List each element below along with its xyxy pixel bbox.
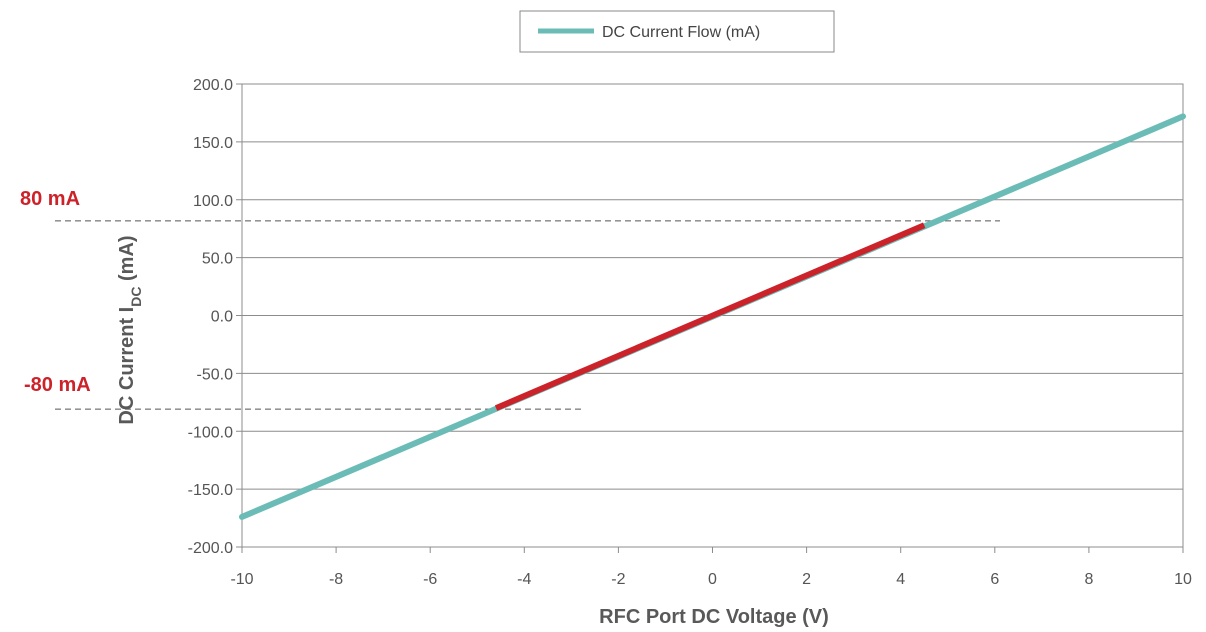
- x-tick-labels: -10 -8 -6 -4 -2 0 2 4 6 8 10: [230, 571, 1192, 588]
- x-axis-title: RFC Port DC Voltage (V): [599, 606, 829, 628]
- x-tick-label: -6: [423, 571, 437, 588]
- y-axis-title-main: DC Current I: [116, 307, 138, 425]
- x-tick-label: -4: [517, 571, 531, 588]
- legend-label: DC Current Flow (mA): [602, 24, 760, 41]
- annotation-80ma: 80 mA: [20, 188, 80, 210]
- y-tick-label: -150.0: [188, 482, 233, 499]
- y-axis-title: DC Current IDC (mA): [116, 235, 144, 424]
- x-tick-label: 6: [990, 571, 999, 588]
- y-tick-label: 150.0: [193, 135, 233, 152]
- y-tick-label: 100.0: [193, 193, 233, 210]
- y-tick-label: -50.0: [197, 366, 234, 383]
- x-tick-label: -2: [611, 571, 625, 588]
- plot-border: [241, 83, 1184, 548]
- annotations: 80 mA -80 mA: [20, 188, 91, 396]
- y-tick-label: 50.0: [202, 251, 233, 268]
- x-tick-label: 4: [896, 571, 905, 588]
- plot-frame: [241, 83, 1184, 548]
- annotation-neg80ma: -80 mA: [24, 374, 91, 396]
- y-tick-label: -100.0: [188, 424, 233, 441]
- series-layer: [239, 113, 1186, 520]
- y-tick-label: -200.0: [188, 540, 233, 557]
- x-tick-label: 0: [708, 571, 717, 588]
- highlight-segment: [494, 222, 926, 411]
- y-tick-label: 200.0: [193, 77, 233, 94]
- x-tick-label: 2: [802, 571, 811, 588]
- x-tick-label: 8: [1084, 571, 1093, 588]
- y-axis-title-unit: (mA): [116, 235, 138, 286]
- x-tick-label: -10: [230, 571, 253, 588]
- x-tick-label: -8: [329, 571, 343, 588]
- y-tick-label: 0.0: [211, 309, 233, 326]
- y-tick-labels: 200.0 150.0 100.0 50.0 0.0 -50.0 -100.0 -150.0 -…: [188, 77, 233, 557]
- x-tick-label: 10: [1174, 571, 1192, 588]
- legend: DC Current Flow (mA): [519, 10, 835, 53]
- y-axis-title-sub: DC: [128, 287, 144, 307]
